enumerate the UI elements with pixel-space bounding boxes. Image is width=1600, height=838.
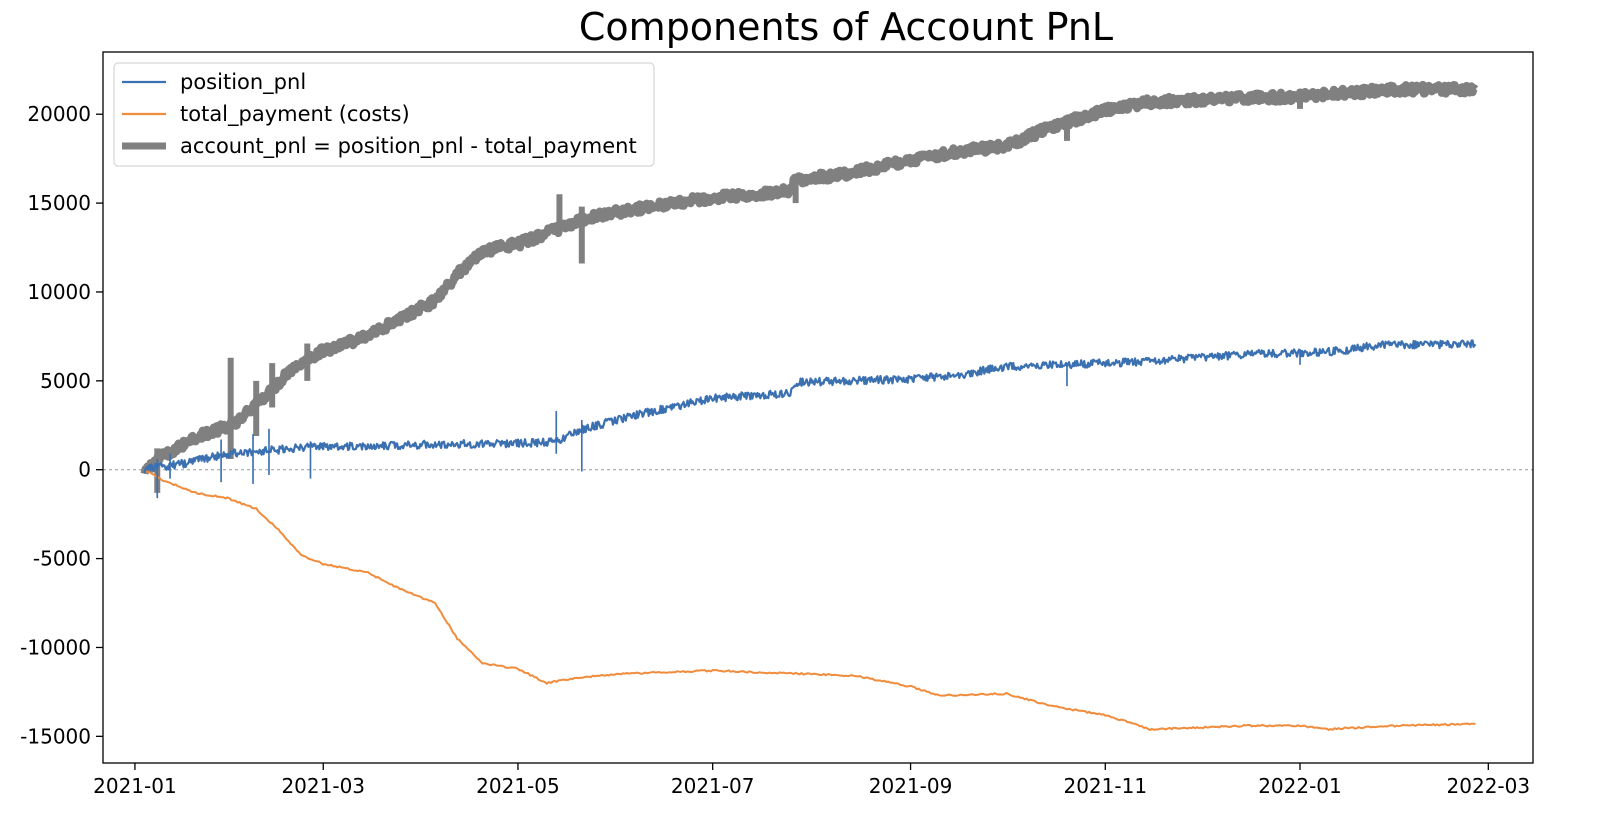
y-tick-label: 10000 [27,280,91,304]
y-tick-label: 5000 [40,369,91,393]
legend-label: account_pnl = position_pnl - total_payme… [180,134,637,159]
x-tick-label: 2021-03 [281,774,365,798]
legend-label: total_payment (costs) [180,102,410,127]
legend-item: position_pnl [122,70,306,95]
legend-item: account_pnl = position_pnl - total_payme… [122,134,637,159]
series-line [143,469,1476,731]
plot-frame [102,51,1534,764]
y-tick-label: 15000 [27,191,91,215]
y-tick-label: 20000 [27,102,91,126]
legend-box [113,62,655,167]
axes-layer: -15000 -10000 -5000 0 5000 10000 15000 20000 202… [20,51,1534,798]
x-tick-label: 2021-11 [1063,774,1147,798]
x-tick-label: 2021-07 [671,774,755,798]
y-tick-label: 0 [78,458,91,482]
x-tick-label: 2022-01 [1258,774,1342,798]
y-tick-label: -5000 [33,547,91,571]
x-tick-label: 2021-05 [476,774,560,798]
legend: position_pnl total_payment (costs) account… [113,62,655,167]
legend-item: total_payment (costs) [122,102,410,127]
chart-title: Components of Account PnL [579,5,1113,49]
series-layer [103,80,1533,731]
series-1 [143,469,1476,731]
legend-label: position_pnl [180,70,306,95]
y-tick-label: -10000 [20,635,91,659]
series-line [143,339,1477,474]
x-tick-label: 2021-09 [869,774,953,798]
y-tick-label: -15000 [20,724,91,748]
series-line [140,80,1479,475]
series-2 [140,80,1479,493]
x-tick-label: 2022-03 [1447,774,1531,798]
x-tick-label: 2021-01 [93,774,177,798]
series-0 [143,339,1477,499]
